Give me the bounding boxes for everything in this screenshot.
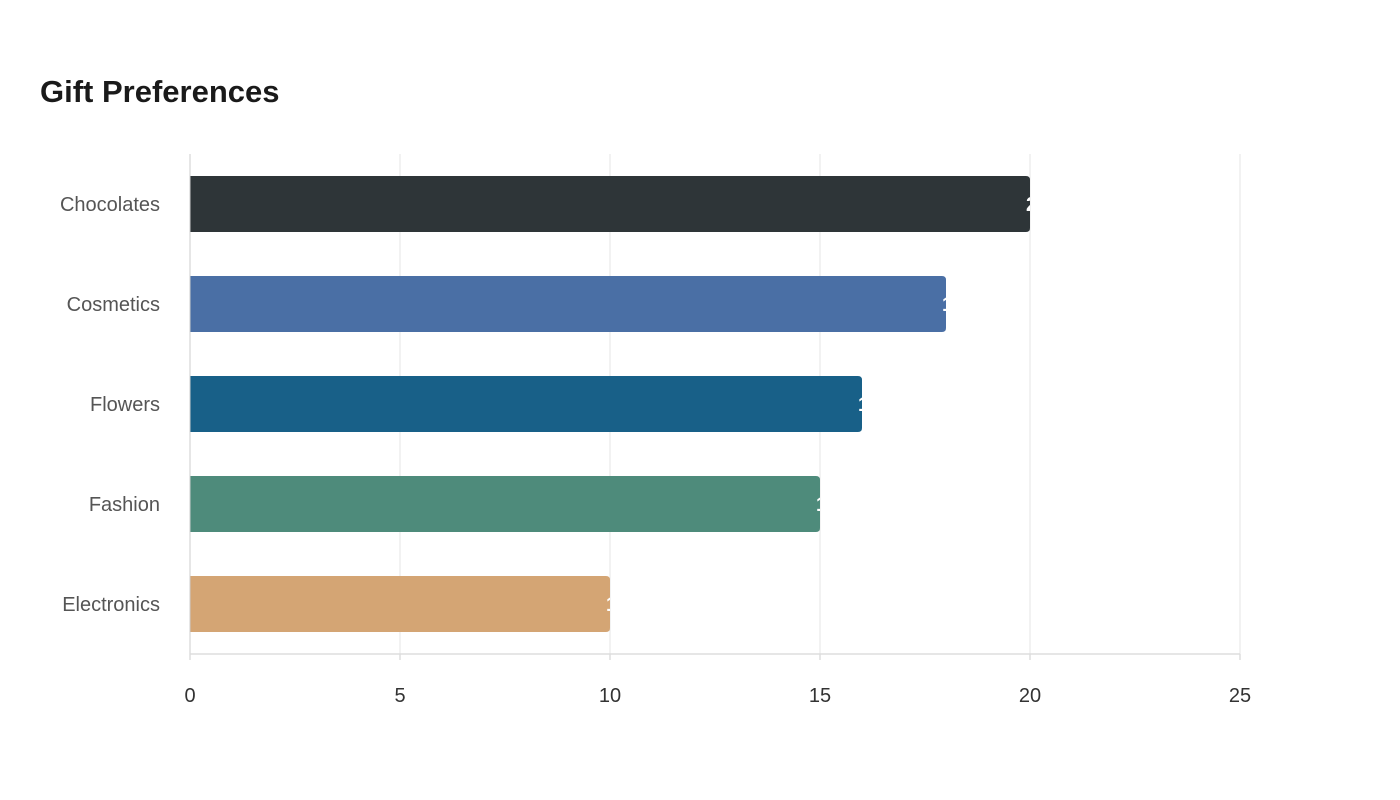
category-label-cosmetics: Cosmetics: [67, 294, 160, 316]
bar-flowers: [190, 376, 862, 432]
x-tick-label: 25: [1229, 685, 1251, 707]
data-label-cosmetics: 18: [942, 294, 964, 316]
bar-fashion: [190, 476, 820, 532]
bar-cosmetics: [190, 276, 946, 332]
x-tick-label: 0: [184, 685, 195, 707]
x-tick-label: 10: [599, 685, 621, 707]
bars: [190, 176, 1030, 632]
axes: [189, 154, 1241, 660]
data-label-chocolates: 20: [1026, 194, 1048, 216]
bar-electronics: [190, 576, 610, 632]
category-label-chocolates: Chocolates: [60, 194, 160, 216]
category-label-fashion: Fashion: [89, 494, 160, 516]
x-tick-label: 5: [394, 685, 405, 707]
category-label-electronics: Electronics: [62, 594, 160, 616]
x-tick-label: 20: [1019, 685, 1041, 707]
labels: 0 5 10 15 20 25 Chocolates 20 Cosmetics 18 Flowers…: [60, 194, 1251, 707]
category-label-flowers: Flowers: [90, 394, 160, 416]
data-label-electronics: 10: [606, 594, 628, 616]
x-tick-label: 15: [809, 685, 831, 707]
data-label-fashion: 15: [816, 494, 838, 516]
bar-chocolates: [190, 176, 1030, 232]
chart-title: Gift Preferences: [40, 74, 280, 109]
data-label-flowers: 16: [858, 394, 880, 416]
